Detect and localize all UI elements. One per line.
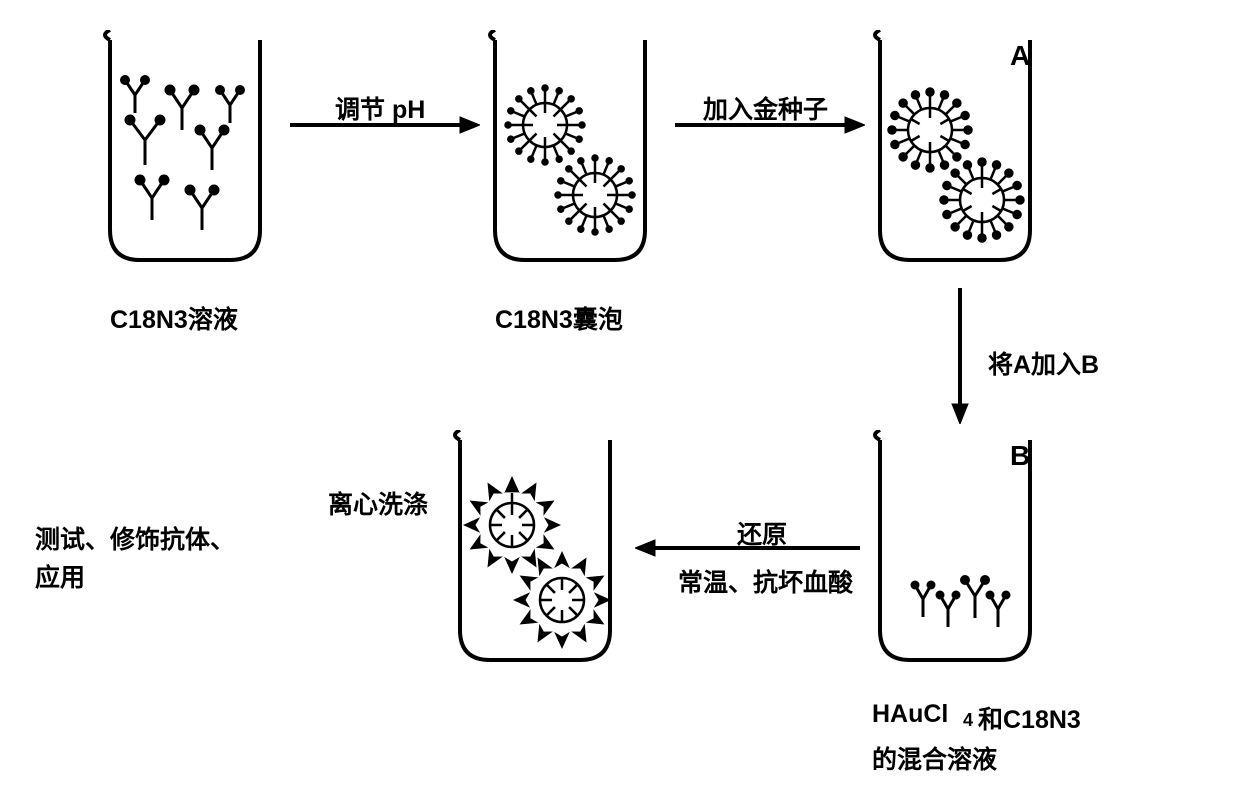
beaker-5 (450, 430, 620, 670)
label-beaker-4-a-sub: 4 (963, 710, 973, 731)
arrow-3 (948, 288, 972, 424)
label-arrow-3: 将A加入B (988, 345, 1099, 381)
label-arrow-2: 加入金种子 (703, 90, 828, 126)
beaker-2 (485, 30, 655, 270)
beaker-4-corner-letter: B (1010, 440, 1030, 471)
beaker-3-corner-letter: A (1010, 40, 1030, 71)
label-final-2: 应用 (35, 558, 85, 594)
label-beaker-5: 离心洗涤 (328, 485, 428, 521)
beaker-1 (100, 30, 270, 270)
beaker-3: A (870, 30, 1040, 270)
label-final-1: 测试、修饰抗体、 (35, 520, 235, 556)
label-beaker-1: C18N3溶液 (110, 300, 238, 336)
label-arrow-4a: 还原 (737, 515, 787, 551)
label-arrow-4b: 常温、抗坏血酸 (678, 563, 853, 599)
label-beaker-4-a: HAuCl (872, 700, 948, 729)
label-beaker-4-b: 和C18N3 (978, 700, 1081, 736)
label-beaker-4-c: 的混合溶液 (872, 740, 997, 776)
label-arrow-1: 调节 pH (335, 90, 425, 126)
label-beaker-2: C18N3囊泡 (495, 300, 623, 336)
beaker-4: B (870, 430, 1040, 670)
